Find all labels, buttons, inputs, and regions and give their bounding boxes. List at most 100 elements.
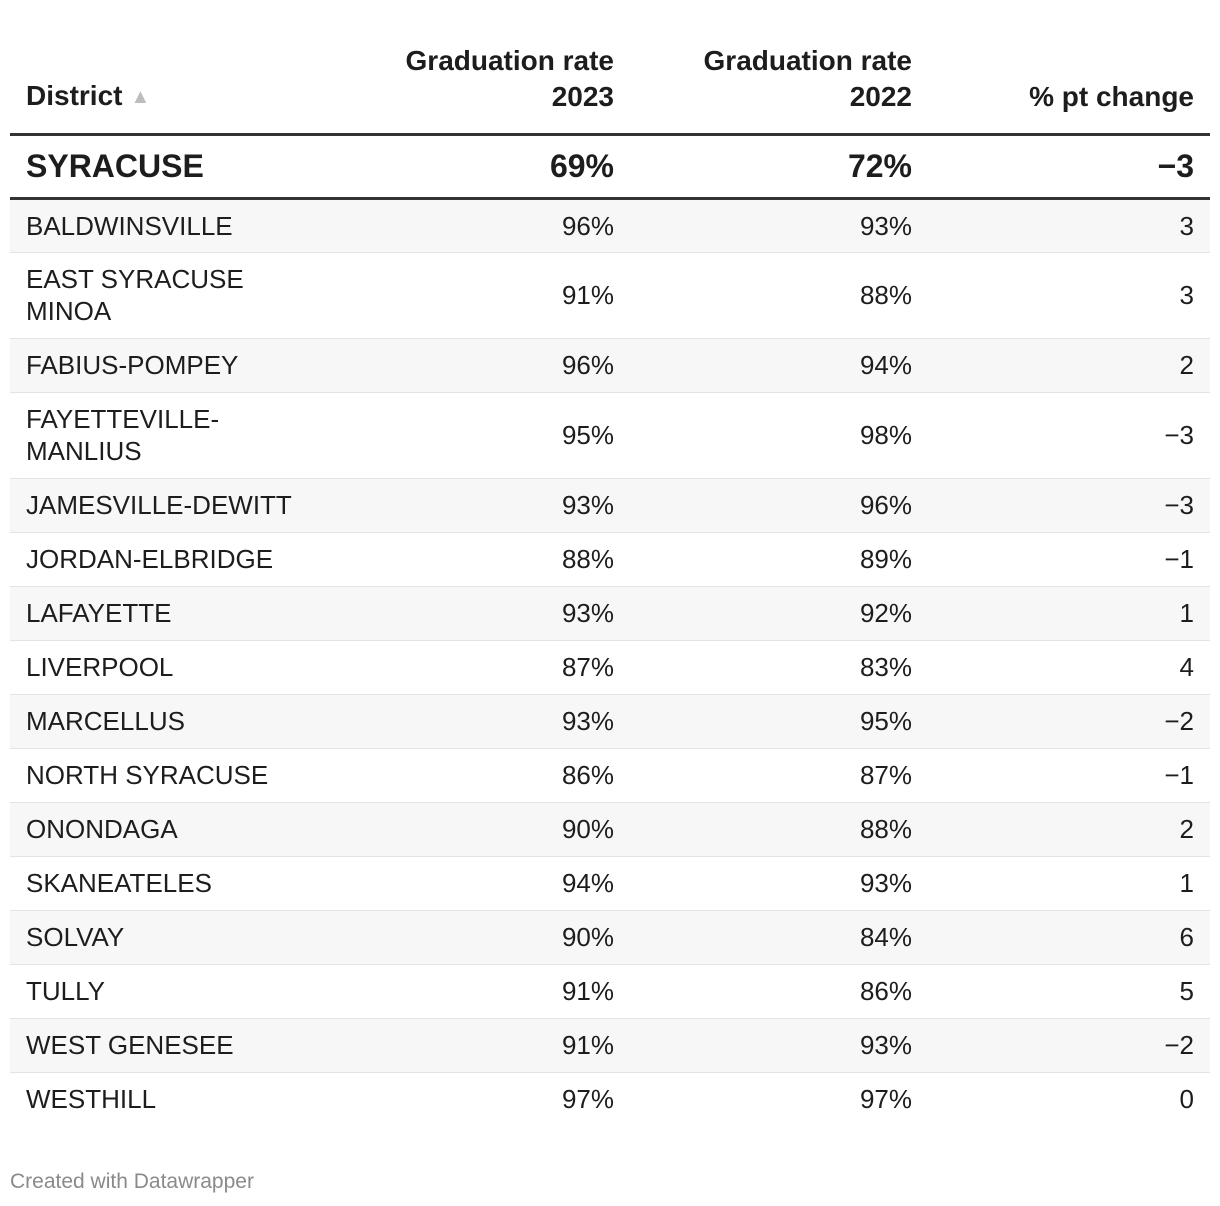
highlight-district-cell: SYRACUSE [10,134,340,200]
table-row: FABIUS-POMPEY 96% 94% 2 [10,338,1210,393]
change-cell: 4 [928,640,1210,695]
district-cell: TULLY [10,964,340,1019]
table-row: WESTHILL 97% 97% 0 [10,1072,1210,1126]
rate-2022-cell: 84% [630,910,928,965]
rate-2022-cell: 92% [630,586,928,641]
change-cell: −1 [928,748,1210,803]
rate-2022-cell: 88% [630,802,928,857]
change-cell: −1 [928,532,1210,587]
rate-2022-cell: 86% [630,964,928,1019]
table-row: JAMESVILLE-DEWITT 93% 96% −3 [10,478,1210,533]
rate-2023-cell: 86% [340,748,630,803]
table-row: LIVERPOOL 87% 83% 4 [10,640,1210,695]
district-cell: FABIUS-POMPEY [10,338,340,393]
column-header-district-label: District [26,79,123,111]
table-row: MARCELLUS 93% 95% −2 [10,694,1210,749]
column-header-rate-2023-line2: 2023 [551,80,614,112]
highlight-row-syracuse: SYRACUSE 69% 72% −3 [10,134,1210,200]
district-cell: EAST SYRACUSE MINOA [10,252,340,339]
rate-2022-cell: 83% [630,640,928,695]
change-cell: −3 [928,392,1210,479]
column-header-rate-2022-line1: Graduation rate [703,44,912,76]
district-cell: LAFAYETTE [10,586,340,641]
graduation-rate-table: District ▲ Graduation rate 2023 Graduatio… [10,0,1210,1126]
column-header-rate-2022[interactable]: Graduation rate 2022 [630,0,928,136]
column-header-district[interactable]: District ▲ [10,0,340,136]
rate-2023-cell: 90% [340,802,630,857]
highlight-rate-2023-cell: 69% [340,134,630,200]
footer-credit: Created with Datawrapper [10,1170,254,1193]
table-row: SKANEATELES 94% 93% 1 [10,856,1210,911]
district-cell: LIVERPOOL [10,640,340,695]
rate-2023-cell: 93% [340,694,630,749]
change-cell: −2 [928,694,1210,749]
change-cell: 0 [1179,1084,1194,1115]
rate-2023-cell: 95% [340,392,630,479]
district-cell: SOLVAY [10,910,340,965]
district-cell: BALDWINSVILLE [10,198,340,253]
rate-2023-cell: 91% [340,252,630,339]
rate-2022-cell: 97% [859,1084,912,1115]
district-cell: SKANEATELES [10,856,340,911]
district-cell: JAMESVILLE-DEWITT [10,478,340,533]
rate-2022-cell: 98% [630,392,928,479]
change-cell: 2 [928,802,1210,857]
rate-2022-cell: 87% [630,748,928,803]
rate-2022-cell: 93% [630,1018,928,1073]
district-cell: WEST GENESEE [10,1018,340,1073]
column-header-pt-change-label: % pt change [1029,80,1194,112]
district-cell: WESTHILL [26,1084,157,1115]
table-row: TULLY 91% 86% 5 [10,964,1210,1019]
column-header-pt-change[interactable]: % pt change [928,0,1210,136]
change-cell: −2 [928,1018,1210,1073]
table-body: SYRACUSE 69% 72% −3 BALDWINSVILLE 96% 93% 3… [10,134,1210,1126]
rate-2023-cell: 93% [340,478,630,533]
rate-2023-cell: 94% [340,856,630,911]
table-row: LAFAYETTE 93% 92% 1 [10,586,1210,641]
district-cell: JORDAN-ELBRIDGE [10,532,340,587]
table-header: District ▲ Graduation rate 2023 Graduatio… [10,0,1210,136]
rate-2023-cell: 90% [340,910,630,965]
column-header-rate-2023[interactable]: Graduation rate 2023 [340,0,630,136]
table-row: WEST GENESEE 91% 93% −2 [10,1018,1210,1073]
rate-2022-cell: 96% [630,478,928,533]
rate-2022-cell: 94% [630,338,928,393]
table-row: SOLVAY 90% 84% 6 [10,910,1210,965]
table-row: NORTH SYRACUSE 86% 87% −1 [10,748,1210,803]
rate-2023-cell: 88% [340,532,630,587]
change-cell: 3 [928,252,1210,339]
table-row: JORDAN-ELBRIDGE 88% 89% −1 [10,532,1210,587]
rate-2022-cell: 89% [630,532,928,587]
rate-2023-cell: 93% [340,586,630,641]
rate-2023-cell: 96% [340,198,630,253]
data-table-container: District ▲ Graduation rate 2023 Graduatio… [10,0,1210,1126]
table-row: BALDWINSVILLE 96% 93% 3 [10,198,1210,253]
change-cell: 1 [928,856,1210,911]
change-cell: 6 [928,910,1210,965]
table-row: ONONDAGA 90% 88% 2 [10,802,1210,857]
sort-ascending-icon[interactable]: ▲ [130,85,151,108]
change-cell: −3 [928,478,1210,533]
district-cell: ONONDAGA [10,802,340,857]
rate-2023-cell: 91% [340,964,630,1019]
change-cell: 2 [928,338,1210,393]
district-cell: MARCELLUS [10,694,340,749]
rate-2023-cell: 97% [561,1084,614,1115]
rate-2022-cell: 93% [630,198,928,253]
highlight-rate-2022-cell: 72% [630,134,928,200]
rate-2023-cell: 91% [340,1018,630,1073]
rate-2023-cell: 87% [340,640,630,695]
district-cell: NORTH SYRACUSE [10,748,340,803]
rate-2022-cell: 93% [630,856,928,911]
column-header-rate-2023-line1: Graduation rate [405,44,614,76]
highlight-change-cell: −3 [928,134,1210,200]
column-header-rate-2022-line2: 2022 [849,80,912,112]
rate-2023-cell: 96% [340,338,630,393]
rate-2022-cell: 88% [630,252,928,339]
change-cell: 1 [928,586,1210,641]
change-cell: 3 [928,198,1210,253]
rate-2022-cell: 95% [630,694,928,749]
table-row: EAST SYRACUSE MINOA 91% 88% 3 [10,252,1210,339]
table-row: FAYETTEVILLE-MANLIUS 95% 98% −3 [10,392,1210,479]
change-cell: 5 [928,964,1210,1019]
